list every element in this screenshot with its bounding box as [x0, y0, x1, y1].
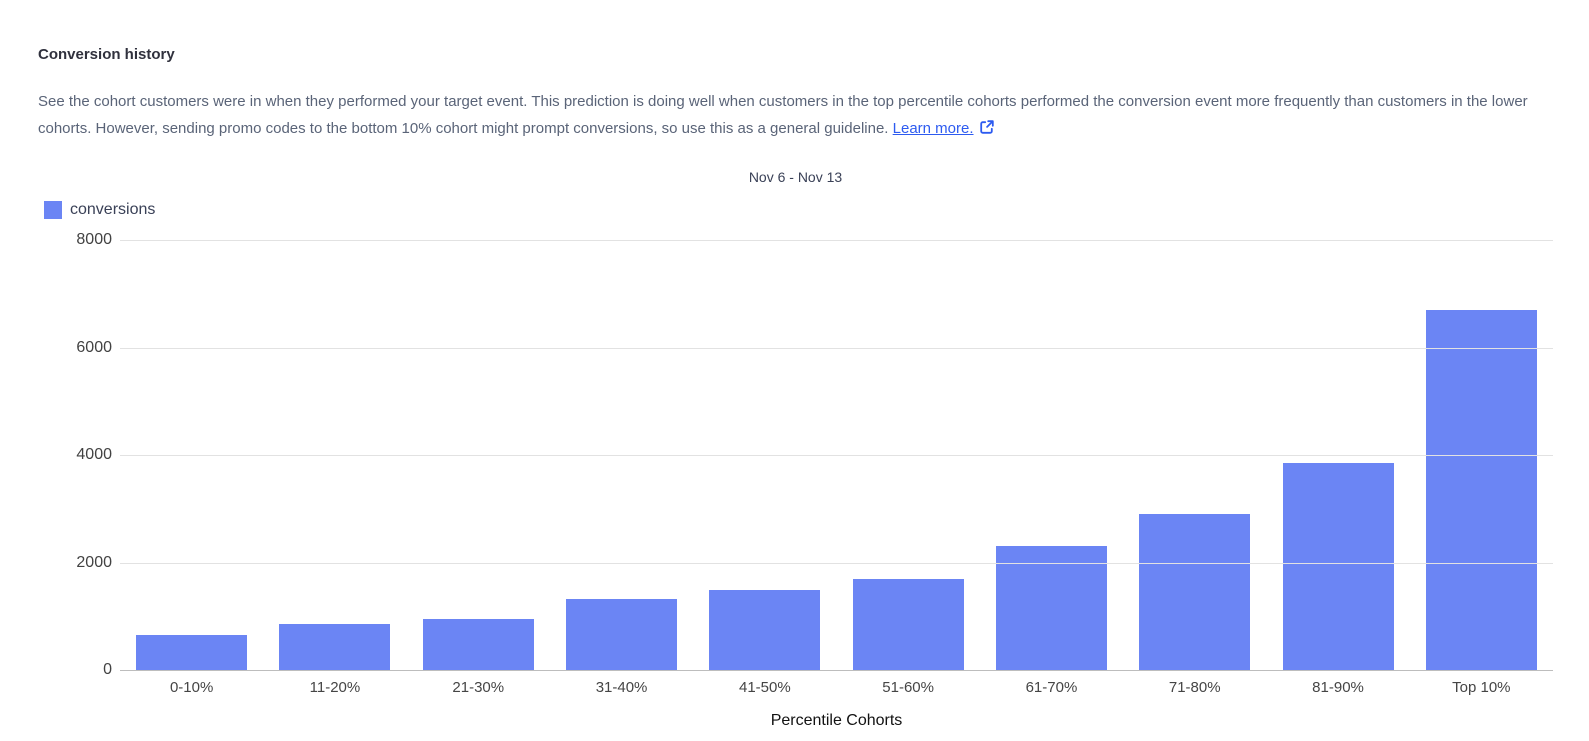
conversion-bar [422, 619, 534, 670]
x-axis-baseline [120, 670, 1553, 671]
x-axis: 0-10% 11-20% 21-30% 31-40% 41-50% 51-60% 61-70… [120, 678, 1553, 698]
x-tick-label: 21-30% [452, 679, 505, 696]
conversion-bar [852, 578, 964, 670]
bar-slot [1123, 240, 1266, 670]
gridline [120, 455, 1553, 456]
conversion-bar [136, 635, 248, 670]
x-tick-label: 61-70% [1025, 679, 1078, 696]
description-text: See the cohort customers were in when th… [38, 93, 1528, 137]
legend-swatch-icon [44, 201, 62, 219]
y-tick-label: 2000 [76, 553, 112, 571]
y-tick-label: 0 [103, 661, 112, 678]
y-axis: 0 2000 4000 6000 8000 [38, 0, 112, 741]
gridline [120, 562, 1553, 564]
conversion-bar [1425, 309, 1537, 670]
legend-label: conversions [70, 201, 156, 218]
x-tick-label: 81-90% [1312, 679, 1364, 696]
plot-area [120, 240, 1553, 671]
bar-slot [120, 240, 263, 670]
bar-series [120, 240, 1553, 670]
gridline [120, 240, 1553, 241]
x-tick-label: 31-40% [595, 679, 648, 696]
y-tick-label: 4000 [76, 446, 112, 463]
learn-more-label[interactable]: Learn more. [892, 120, 974, 137]
bar-slot [263, 240, 406, 670]
bar-slot [407, 240, 550, 670]
x-tick-label: 51-60% [882, 679, 934, 696]
gridline [120, 347, 1553, 349]
bar-slot [550, 240, 693, 670]
y-tick-label: 6000 [76, 338, 112, 356]
external-link-icon[interactable] [979, 117, 995, 144]
conversion-bar [709, 590, 821, 670]
bar-slot [980, 240, 1123, 670]
conversion-bar [566, 599, 678, 670]
y-tick-label: 8000 [76, 231, 112, 248]
x-axis-title: Percentile Cohorts [770, 712, 903, 729]
panel-description: See the cohort customers were in when th… [38, 88, 1540, 144]
learn-more-link[interactable]: Learn more. [893, 120, 995, 137]
x-tick-label: Top 10% [1452, 679, 1511, 696]
bar-slot [1410, 240, 1553, 670]
x-tick-label: 11-20% [309, 679, 361, 696]
conversion-bar [1282, 463, 1394, 670]
bar-slot [1266, 240, 1409, 670]
conversion-bar [995, 545, 1107, 670]
bar-slot [836, 240, 979, 670]
bar-slot [693, 240, 836, 670]
x-tick-label: 0-10% [169, 679, 214, 696]
x-tick-label: 71-80% [1168, 679, 1221, 696]
chart-title: Nov 6 - Nov 13 [748, 169, 843, 185]
x-tick-label: 41-50% [738, 679, 791, 696]
chart-legend: conversions [44, 201, 155, 219]
page-title: Conversion history [38, 46, 175, 63]
conversion-bar [1139, 514, 1251, 670]
conversion-bar [279, 623, 391, 670]
